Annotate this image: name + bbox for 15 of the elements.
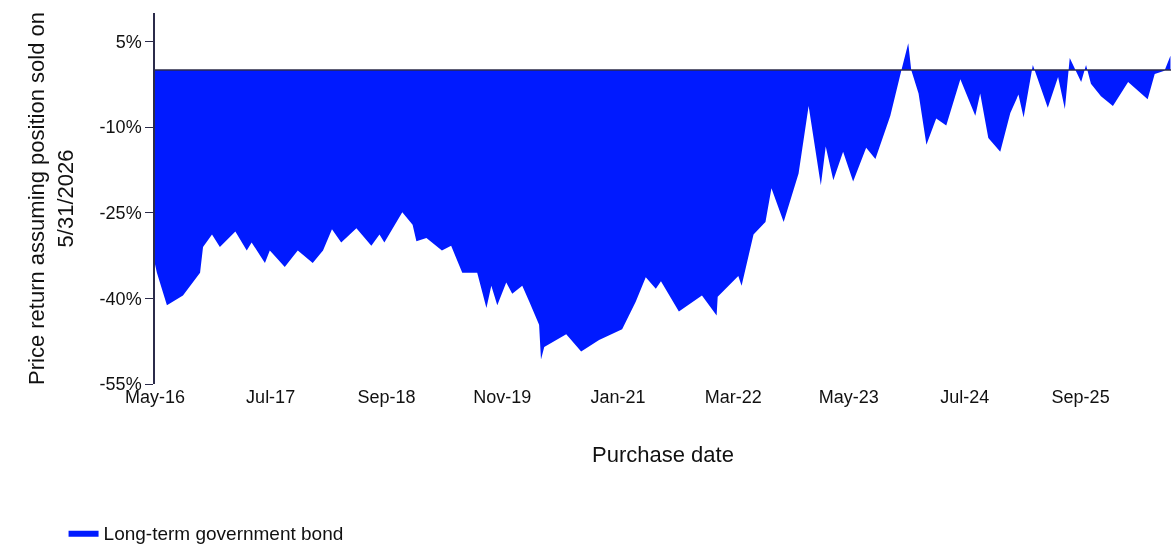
y-tick-label: -25% [99,203,142,224]
x-tick-label: Nov-19 [473,387,532,407]
y-axis-title: Price return assuming position sold on 5/31/2026 [24,12,78,385]
y-tick-label: 5% [115,31,142,52]
legend-label: Long-term government bond [103,523,344,545]
y-tick-label: -10% [99,117,142,138]
x-tick-label: Jul-17 [246,387,296,407]
x-tick-label: Jan-21 [590,387,646,407]
x-axis-title: Purchase date [592,441,734,467]
y-tick-label: -40% [99,288,142,309]
x-tick-label: Sep-18 [357,387,416,407]
x-tick-label: May-23 [818,387,879,407]
x-tick-label: Jul-24 [940,387,990,407]
x-tick-label: Sep-25 [1051,387,1110,407]
x-tick-label: Mar-22 [704,387,762,407]
